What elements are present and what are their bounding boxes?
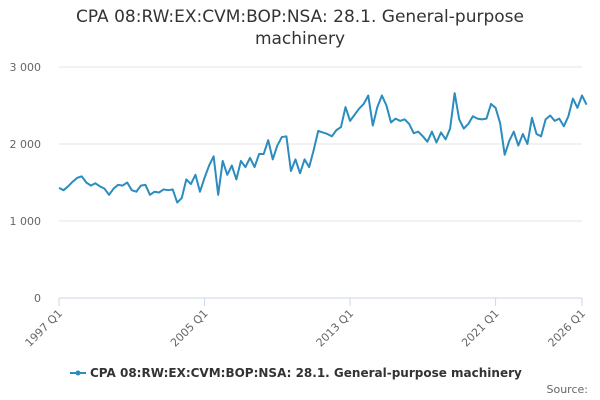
x-tick-label: 2013 Q1: [314, 307, 357, 350]
legend-label: CPA 08:RW:EX:CVM:BOP:NSA: 28.1. General-…: [90, 366, 522, 380]
legend-marker: [75, 370, 81, 376]
source: Source:: [547, 383, 589, 396]
y-tick-label: 2 000: [10, 138, 42, 151]
chart-title: CPA 08:RW:EX:CVM:BOP:NSA: 28.1. General-…: [76, 7, 524, 49]
y-tick-label: 0: [34, 292, 41, 305]
line-series: [58, 92, 588, 204]
x-tick-label: 2005 Q1: [168, 307, 211, 350]
x-tick-label: 2026 Q1: [546, 307, 589, 350]
y-tick-label: 1 000: [10, 215, 42, 228]
x-tick-label: 2021 Q1: [459, 307, 502, 350]
y-tick-label: 3 000: [10, 61, 42, 74]
x-tick-label: 1997 Q1: [23, 307, 66, 350]
legend-item[interactable]: CPA 08:RW:EX:CVM:BOP:NSA: 28.1. General-…: [70, 366, 522, 380]
